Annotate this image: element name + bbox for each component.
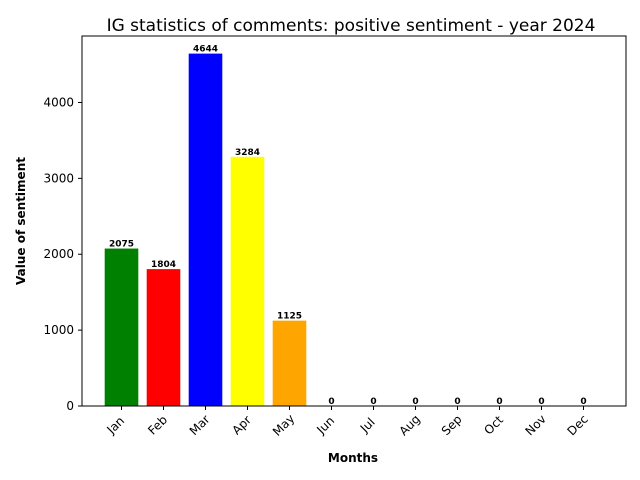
bar-may (272, 320, 307, 406)
y-tick-label: 0 (66, 399, 74, 413)
data-label-aug: 0 (412, 397, 418, 407)
data-label-nov: 0 (538, 397, 544, 407)
data-label-sep: 0 (454, 397, 460, 407)
y-tick-label: 3000 (43, 171, 74, 185)
bar-feb (146, 269, 181, 406)
y-axis-label: Value of sentiment (14, 157, 28, 285)
x-tick-label-jun: Jun (313, 414, 337, 438)
data-label-mar: 4644 (193, 45, 218, 55)
x-tick-label-sep: Sep (439, 412, 465, 438)
data-label-jul: 0 (370, 397, 376, 407)
data-label-apr: 3284 (235, 148, 260, 158)
x-tick-label-nov: Nov (522, 412, 548, 438)
plot-area: 0 1000 2000 3000 4000 2075 Jan 1804 Feb 4644 Mar 32… (43, 45, 590, 439)
data-label-feb: 1804 (151, 260, 176, 270)
chart-title: IG statistics of comments: positive sent… (107, 16, 596, 36)
bar-jan (104, 248, 139, 406)
x-tick-label-may: May (270, 411, 297, 438)
x-tick-label-mar: Mar (187, 412, 213, 438)
x-tick-label-aug: Aug (396, 412, 422, 438)
x-tick-label-oct: Oct (481, 413, 506, 438)
axes-frame (81, 35, 627, 407)
data-label-jun: 0 (328, 397, 334, 407)
bar-mar (188, 53, 223, 407)
bar-apr (230, 156, 265, 406)
x-tick-label-dec: Dec (565, 412, 591, 438)
x-tick-label-jan: Jan (103, 414, 127, 438)
data-label-dec: 0 (580, 397, 586, 407)
x-tick-label-jul: Jul (357, 415, 378, 436)
x-axis-label: Months (328, 451, 378, 465)
data-label-jan: 2075 (109, 240, 134, 250)
y-tick-label: 2000 (43, 247, 74, 261)
x-tick-label-apr: Apr (229, 413, 254, 438)
y-tick-label: 1000 (43, 323, 74, 337)
data-label-oct: 0 (496, 397, 502, 407)
y-tick-label: 4000 (43, 95, 74, 109)
x-tick-label-feb: Feb (145, 413, 170, 438)
data-label-may: 1125 (277, 312, 302, 322)
